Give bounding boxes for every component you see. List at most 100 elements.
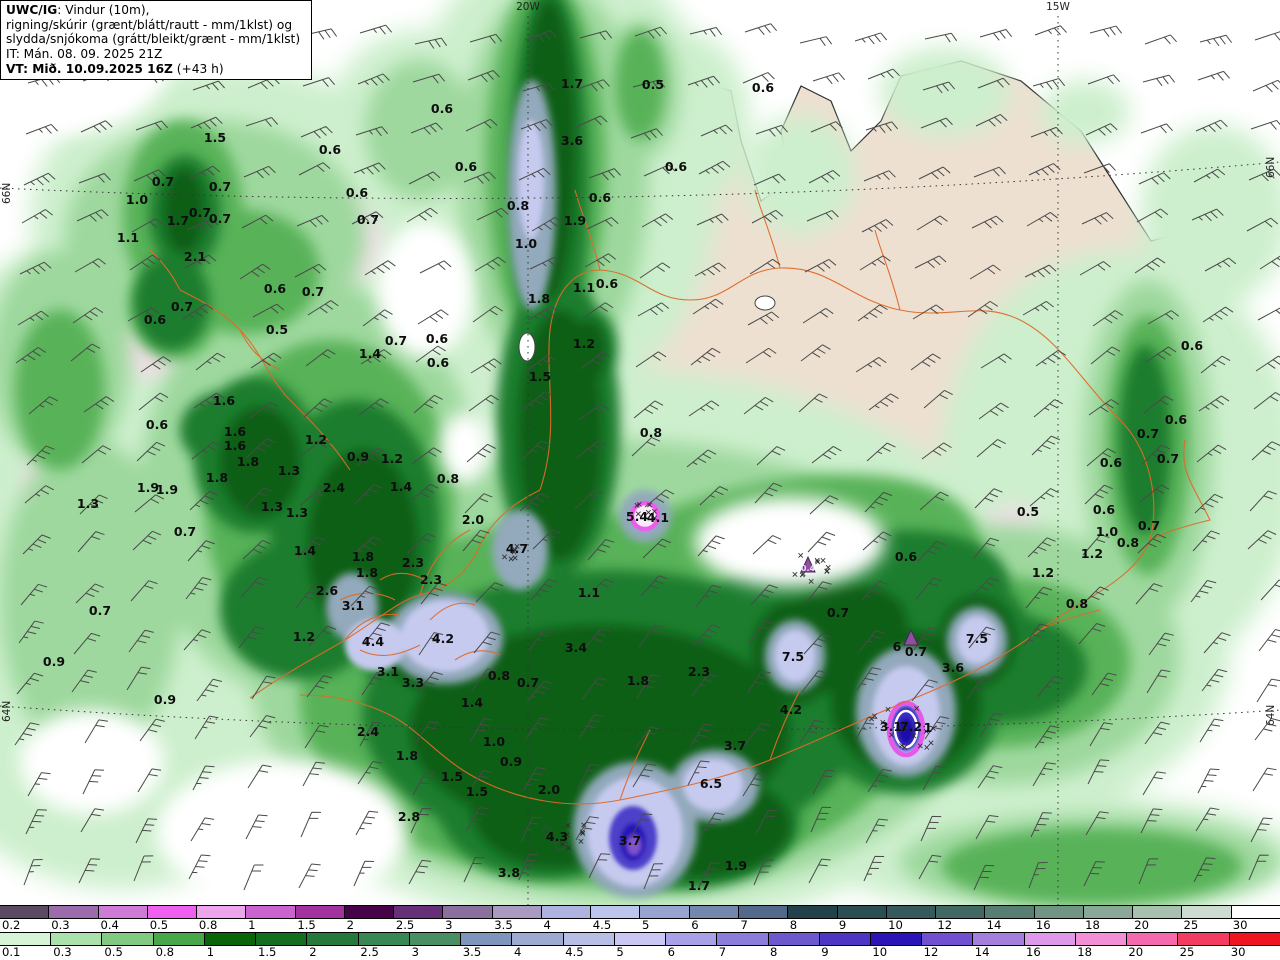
wind-barb [631, 436, 661, 457]
colorbar-tick-label: 12 [923, 945, 939, 959]
glacier-hatch-mark: ✕ [871, 712, 878, 722]
colorbar-tick-label: 4.5 [565, 945, 584, 959]
wind-barb [977, 77, 1010, 89]
colorbar-segment [613, 933, 666, 945]
wind-barb [971, 215, 1004, 229]
wind-barb [411, 447, 442, 465]
wind-barb [80, 808, 104, 833]
wind-barb [1138, 172, 1171, 185]
wind-barb [921, 442, 952, 460]
rain-colorbar [0, 932, 1280, 946]
glacier-hatch-mark: ✕ [868, 715, 875, 725]
precip-max-label: 0.6 [752, 80, 774, 95]
wind-barb [188, 165, 221, 180]
glacier-hatch-mark: ✕ [634, 502, 641, 512]
glacier-hatch-mark: ✕ [512, 546, 519, 556]
colorbar-tick-label: 5 [642, 918, 650, 932]
colorbar-segment [836, 906, 886, 918]
wind-barb [755, 809, 778, 835]
colorbar-tick-label: 4 [514, 945, 522, 959]
wind-barb [476, 207, 509, 221]
wind-barb [304, 724, 329, 749]
colorbar-segment [1074, 933, 1127, 945]
wind-barb [1260, 579, 1280, 601]
precip-max-label: 0.7 [152, 174, 174, 189]
wind-barb [918, 854, 942, 880]
glacier-hatch-mark: ✕ [885, 706, 892, 716]
colorbar-segment [408, 933, 461, 945]
wind-barb [744, 23, 778, 36]
wind-barb [416, 671, 443, 694]
colorbar-segment [688, 906, 738, 918]
precip-max-label: 1.8 [396, 748, 418, 763]
wind-barb [754, 482, 783, 504]
wind-barb [408, 171, 441, 185]
wind-barb [693, 624, 721, 646]
colorbar-tick-label: 2.5 [360, 945, 379, 959]
colorbar-tick-label: 30 [1230, 945, 1246, 959]
wind-barb [78, 858, 100, 884]
wind-barb [863, 855, 885, 882]
wind-barb [973, 864, 995, 891]
wind-barb [863, 170, 896, 182]
wind-barb [1197, 70, 1230, 81]
glacier-hatch-mark: ✕ [646, 501, 653, 511]
wind-barb [25, 123, 58, 135]
precip-max-label: 3.3 [402, 675, 424, 690]
wind-barb [979, 713, 1003, 738]
wind-barb [1083, 163, 1116, 174]
wind-barb [140, 356, 172, 373]
wind-barb [467, 770, 493, 794]
wind-barb [867, 768, 892, 793]
colorbar-block: 0.2 0.3 0.4 0.5 0.8 1 1.5 2 2.5 3 3.5 4 4.5 5 6 7 8 9 10 12… [0, 905, 1280, 960]
wind-barb [127, 307, 160, 322]
wind-barb [632, 79, 666, 90]
precip-max-label: 0.7 [827, 605, 849, 620]
wind-barb [252, 303, 285, 318]
wind-barb [860, 580, 889, 602]
precip-max-label: 2.3 [420, 572, 442, 587]
precip-max-label: 0.6 [1181, 338, 1203, 353]
wind-barb [1196, 444, 1227, 463]
wind-barb [14, 722, 40, 746]
precip-max-label: 0.7 [209, 211, 231, 226]
wind-barb [922, 765, 946, 791]
precip-max-label: 0.7 [171, 299, 193, 314]
wind-barb [749, 258, 781, 275]
colorbar-tick-label: 3 [445, 918, 453, 932]
wind-barb [17, 310, 49, 326]
colorbar-segment [50, 933, 102, 945]
precip-max-label: 1.1 [578, 585, 600, 600]
colorbar-segment [818, 933, 870, 945]
wind-barb [967, 300, 999, 318]
glacier-hatch-mark: ✕ [923, 743, 930, 753]
precip-max-label: 1.9 [564, 213, 586, 228]
wind-barb [1194, 493, 1224, 514]
precip-max-label: 1.0 [515, 236, 537, 251]
colorbar-segment [245, 906, 295, 918]
wind-barb [407, 533, 436, 554]
wind-barb [138, 392, 169, 411]
glacier-hatch-mark: ✕ [930, 724, 937, 734]
wind-barb [920, 117, 953, 129]
wind-barb [70, 343, 101, 362]
glacier-hatch-mark: ✕ [823, 568, 830, 578]
glacier-hatch-mark: ✕ [913, 705, 920, 715]
wind-barb [352, 536, 382, 556]
wind-barb [1137, 533, 1167, 554]
wind-barb [137, 768, 162, 793]
precip-max-label: 1.3 [278, 463, 300, 478]
wind-barb [190, 817, 215, 842]
wind-barb [1203, 632, 1231, 654]
wind-barb [694, 262, 727, 277]
precip-max-label: 0.7 [1138, 518, 1160, 533]
wind-barb [577, 79, 610, 92]
wind-barb [75, 583, 104, 604]
colorbar-tick-label: 0.4 [100, 918, 119, 932]
wind-barb [190, 116, 223, 130]
precip-max-label: 3.1 [880, 719, 902, 734]
wind-barb [1143, 395, 1174, 414]
precip-max-label: 1.6 [224, 424, 246, 439]
wind-barb [579, 30, 613, 41]
colorbar-segment [787, 906, 837, 918]
